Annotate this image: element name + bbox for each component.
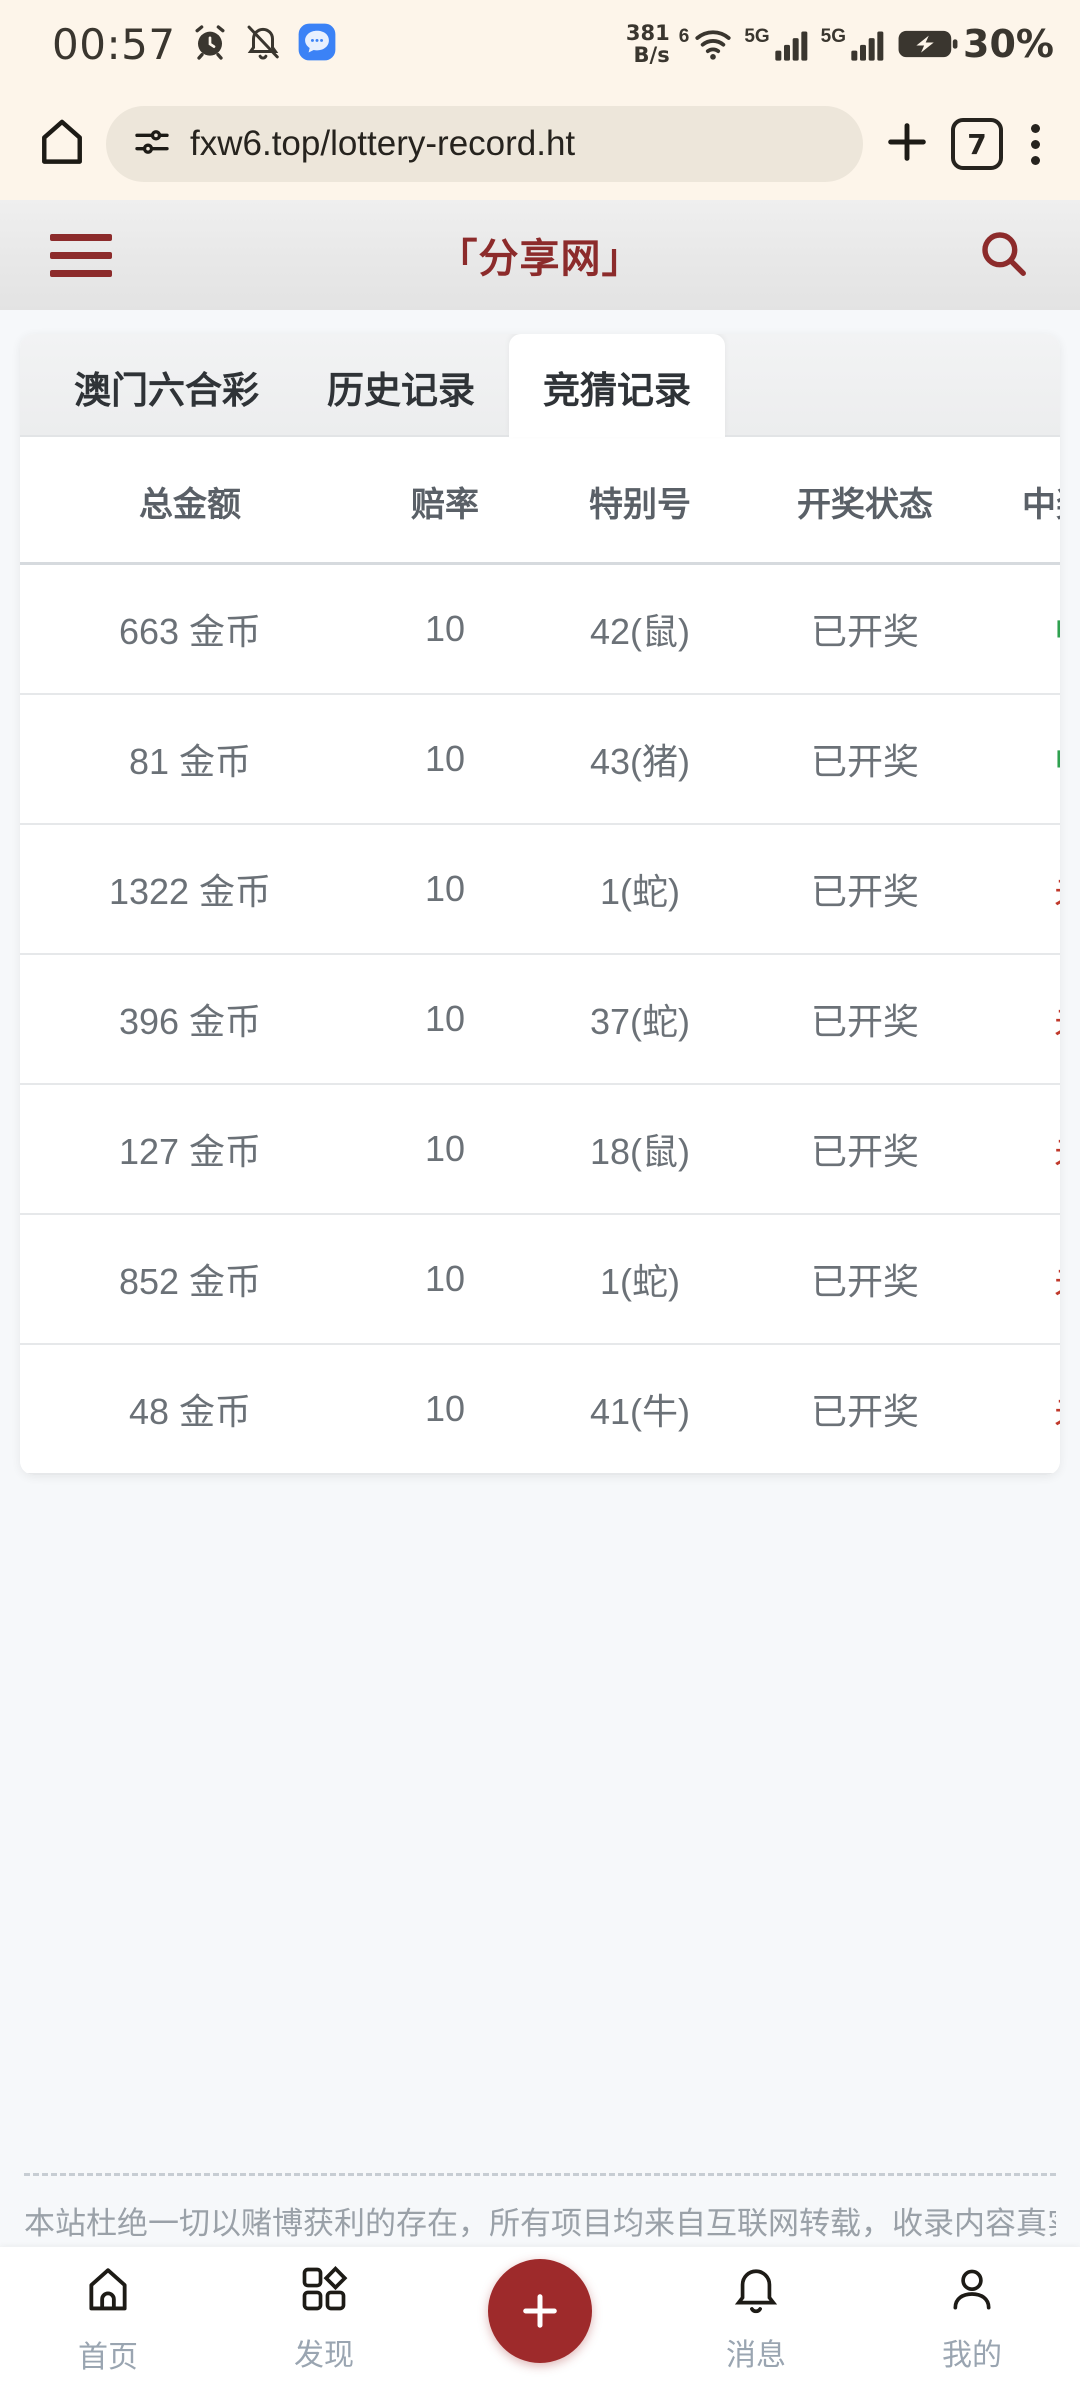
url-bar[interactable]: fxw6.top/lottery-record.ht (106, 106, 863, 182)
cell-special-no: 18(鼠) (530, 1083, 750, 1214)
table-row[interactable]: 852 金币 10 1(蛇) 已开奖 未中 (20, 1213, 1060, 1344)
table-row[interactable]: 48 金币 10 41(牛) 已开奖 未中 (20, 1343, 1060, 1475)
cell-win-status: 未中 (980, 1213, 1060, 1344)
signal-icon: 5G (744, 24, 811, 64)
cell-draw-status: 已开奖 (750, 1343, 980, 1475)
nav-item-add[interactable] (455, 2259, 625, 2373)
bottom-nav-bar: 首页 发现 消息 (0, 2247, 1080, 2400)
overflow-menu-icon[interactable] (1019, 123, 1052, 165)
tune-icon[interactable] (132, 122, 172, 167)
cell-total-amount: 852 金币 (20, 1213, 360, 1344)
signal-icon-secondary: 5G (821, 24, 888, 64)
cell-special-no: 41(牛) (530, 1343, 750, 1475)
bell-muted-icon (244, 23, 282, 66)
status-bar: 00:57 38 (0, 0, 1080, 88)
cell-draw-status: 已开奖 (750, 823, 980, 954)
cell-total-amount: 663 金币 (20, 562, 360, 694)
cell-odds: 10 (360, 1083, 530, 1214)
cell-win-status: 中奖 (980, 562, 1060, 694)
col-total-amount: 总金额 (139, 486, 241, 524)
cell-total-amount: 48 金币 (20, 1343, 360, 1475)
cell-odds: 10 (360, 562, 530, 694)
cell-total-amount: 127 金币 (20, 1083, 360, 1214)
cell-odds: 10 (360, 953, 530, 1084)
cell-draw-status: 已开奖 (750, 1213, 980, 1344)
nav-item-home[interactable]: 首页 (23, 2263, 193, 2376)
nav-item-messages[interactable]: 消息 (671, 2263, 841, 2374)
table-row[interactable]: 81 金币 10 43(猪) 已开奖 中奖 (20, 693, 1060, 824)
cell-draw-status: 已开奖 (750, 1083, 980, 1214)
cell-special-no: 1(蛇) (530, 823, 750, 954)
home-icon[interactable] (34, 114, 90, 175)
plus-icon[interactable] (488, 2259, 592, 2363)
tab-bar: 澳门六合彩 历史记录 竞猜记录 (20, 334, 1060, 437)
status-bar-right: 381 B/s 6 5G 5G (626, 22, 1054, 66)
cell-total-amount: 1322 金币 (20, 823, 360, 954)
site-header: 「分享网」 (0, 200, 1080, 310)
tab-guess-records[interactable]: 竞猜记录 (509, 334, 725, 437)
table-row[interactable]: 396 金币 10 37(蛇) 已开奖 未中 (20, 953, 1060, 1084)
footer: 本站杜绝一切以赌博获利的存在，所有项目均来自互联网转载，收录内容真实 (0, 2173, 1080, 2247)
search-icon[interactable] (976, 226, 1030, 285)
chat-bubble-icon (296, 21, 338, 68)
cell-special-no: 42(鼠) (530, 562, 750, 694)
records-table: 总金额 赔率 特别号 开奖状态 中奖状态 663 金币 10 42(鼠) 已开奖… (20, 437, 1060, 1475)
bell-icon (730, 2263, 782, 2320)
network-speed: 381 B/s (625, 21, 670, 67)
table-row[interactable]: 127 金币 10 18(鼠) 已开奖 未中 (20, 1083, 1060, 1214)
tab-history[interactable]: 历史记录 (327, 370, 475, 411)
table-header-row: 总金额 赔率 特别号 开奖状态 中奖状态 (20, 437, 1060, 564)
page-title: 「分享网」 (437, 237, 643, 281)
cell-odds: 10 (360, 693, 530, 824)
footer-divider (24, 2173, 1056, 2177)
nav-label-messages: 消息 (726, 2339, 786, 2372)
cell-odds: 10 (360, 1213, 530, 1344)
table-row[interactable]: 1322 金币 10 1(蛇) 已开奖 未中 (20, 823, 1060, 954)
grid-discover-icon (298, 2263, 350, 2320)
cell-special-no: 1(蛇) (530, 1213, 750, 1344)
cell-win-status: 未中 (980, 953, 1060, 1084)
cell-win-status: 未中 (980, 1343, 1060, 1475)
nav-label-profile: 我的 (942, 2339, 1002, 2372)
cell-special-no: 43(猪) (530, 693, 750, 824)
cell-odds: 10 (360, 823, 530, 954)
col-special-no: 特别号 (589, 486, 691, 524)
cell-draw-status: 已开奖 (750, 693, 980, 824)
home-icon (81, 2263, 135, 2322)
status-clock: 00:57 (52, 19, 176, 69)
nav-item-discover[interactable]: 发现 (239, 2263, 409, 2374)
wifi-icon: 6 (679, 24, 736, 64)
cell-win-status: 未中 (980, 1083, 1060, 1214)
person-icon (946, 2263, 998, 2320)
tab-macau-lottery[interactable]: 澳门六合彩 (74, 370, 259, 411)
table-row[interactable]: 663 金币 10 42(鼠) 已开奖 中奖 (20, 562, 1060, 694)
cell-draw-status: 已开奖 (750, 953, 980, 1084)
cell-draw-status: 已开奖 (750, 562, 980, 694)
hamburger-icon[interactable] (50, 233, 112, 277)
cell-special-no: 37(蛇) (530, 953, 750, 1084)
col-draw-status: 开奖状态 (797, 486, 933, 524)
cell-odds: 10 (360, 1343, 530, 1475)
url-text: fxw6.top/lottery-record.ht (190, 124, 576, 163)
col-win-status: 中奖状态 (1022, 486, 1060, 524)
cell-win-status: 中奖 (980, 693, 1060, 824)
tab-switcher-button[interactable]: 7 (951, 118, 1003, 170)
cell-win-status: 未中 (980, 823, 1060, 954)
new-tab-button[interactable] (879, 114, 935, 175)
battery-charging-icon: 30% (897, 22, 1054, 66)
alarm-icon (190, 22, 230, 67)
cell-total-amount: 396 金币 (20, 953, 360, 1084)
page-body: 澳门六合彩 历史记录 竞猜记录 总金额 赔率 特别号 开奖状态 中奖状态 (0, 310, 1080, 1475)
nav-item-profile[interactable]: 我的 (887, 2263, 1057, 2374)
cell-total-amount: 81 金币 (20, 693, 360, 824)
status-bar-left: 00:57 (52, 20, 338, 69)
battery-percent: 30% (963, 22, 1054, 66)
records-card: 澳门六合彩 历史记录 竞猜记录 总金额 赔率 特别号 开奖状态 中奖状态 (20, 334, 1060, 1475)
records-table-scroll[interactable]: 总金额 赔率 特别号 开奖状态 中奖状态 663 金币 10 42(鼠) 已开奖… (20, 437, 1060, 1475)
col-odds: 赔率 (411, 486, 479, 524)
disclaimer-text: 本站杜绝一切以赌博获利的存在，所有项目均来自互联网转载，收录内容真实 (24, 2206, 1056, 2242)
nav-label-discover: 发现 (294, 2339, 354, 2372)
browser-toolbar: fxw6.top/lottery-record.ht 7 (0, 88, 1080, 200)
nav-label-home: 首页 (78, 2341, 138, 2374)
